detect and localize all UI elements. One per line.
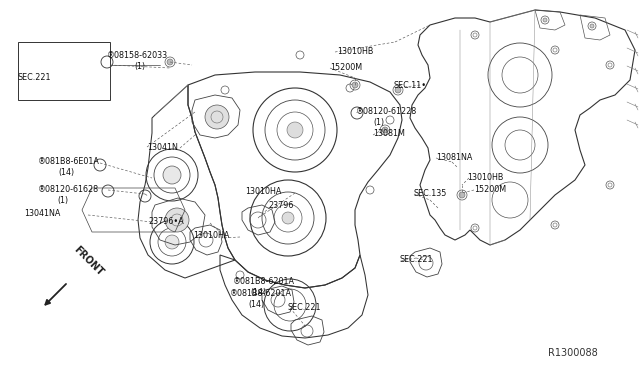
- Circle shape: [590, 24, 594, 28]
- Text: 13041N: 13041N: [147, 142, 178, 151]
- Text: SEC.221: SEC.221: [288, 304, 321, 312]
- Text: R1300088: R1300088: [548, 348, 598, 358]
- Circle shape: [165, 235, 179, 249]
- Text: (1): (1): [57, 196, 68, 205]
- Text: SEC.221: SEC.221: [400, 256, 433, 264]
- Circle shape: [352, 82, 358, 88]
- Text: ®081B8-6E01A: ®081B8-6E01A: [38, 157, 100, 167]
- Text: (14): (14): [248, 299, 264, 308]
- Circle shape: [282, 212, 294, 224]
- Text: (14): (14): [58, 169, 74, 177]
- Text: SEC.11•: SEC.11•: [393, 80, 426, 90]
- Text: 13010HB: 13010HB: [467, 173, 504, 182]
- Circle shape: [543, 18, 547, 22]
- Text: SEC.221: SEC.221: [18, 74, 51, 83]
- Text: 15200M: 15200M: [330, 64, 362, 73]
- Text: (14): (14): [250, 289, 266, 298]
- Circle shape: [167, 59, 173, 65]
- Text: SEC.135: SEC.135: [413, 189, 446, 198]
- Text: 13010HA: 13010HA: [245, 187, 282, 196]
- Text: ®081B8-6201A: ®081B8-6201A: [230, 289, 292, 298]
- Circle shape: [205, 105, 229, 129]
- Text: 23796•A: 23796•A: [148, 218, 184, 227]
- Bar: [18, 42, 110, 100]
- Text: ®08158-62033: ®08158-62033: [107, 51, 168, 60]
- Text: 13041NA: 13041NA: [24, 209, 60, 218]
- Text: ®08120-61628: ®08120-61628: [38, 186, 99, 195]
- Text: 13081M: 13081M: [373, 129, 405, 138]
- Text: ®081B8-6201A: ®081B8-6201A: [233, 278, 295, 286]
- Circle shape: [395, 87, 401, 93]
- Circle shape: [165, 208, 189, 232]
- Text: (1): (1): [373, 119, 384, 128]
- Text: 15200M: 15200M: [474, 185, 506, 193]
- Text: 13010HB: 13010HB: [337, 48, 373, 57]
- Text: ®08120-61228: ®08120-61228: [356, 108, 417, 116]
- Circle shape: [382, 127, 388, 133]
- Text: 23796: 23796: [268, 202, 293, 211]
- Circle shape: [287, 122, 303, 138]
- Circle shape: [459, 192, 465, 198]
- Text: FRONT: FRONT: [72, 244, 106, 278]
- Circle shape: [163, 166, 181, 184]
- Text: 13010HA: 13010HA: [193, 231, 229, 241]
- Text: 13081NA: 13081NA: [436, 153, 472, 161]
- Text: (1): (1): [134, 61, 145, 71]
